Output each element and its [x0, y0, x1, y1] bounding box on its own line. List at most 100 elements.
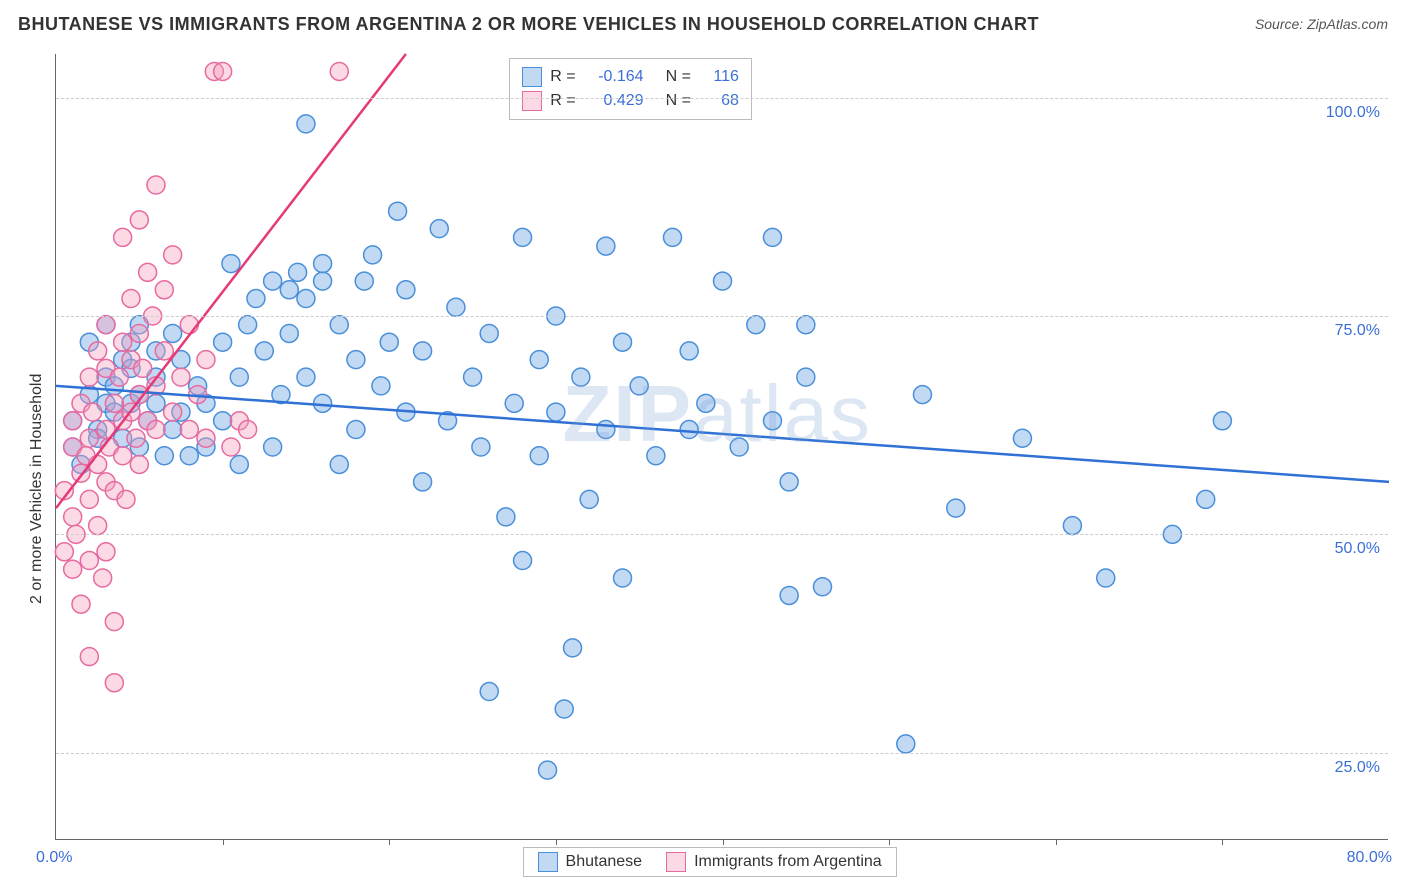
data-point — [230, 455, 248, 473]
data-point — [147, 421, 165, 439]
data-point — [813, 578, 831, 596]
data-point — [72, 595, 90, 613]
data-point — [464, 368, 482, 386]
data-point — [897, 735, 915, 753]
data-point — [114, 447, 132, 465]
data-point — [539, 761, 557, 779]
data-point — [164, 421, 182, 439]
data-point — [372, 377, 390, 395]
stats-legend-row: R = 0.429 N = 68 — [522, 89, 739, 113]
data-point — [80, 552, 98, 570]
data-point — [197, 429, 215, 447]
x-tick — [723, 839, 724, 845]
data-point — [214, 412, 232, 430]
chart-plot-area: ZIPatlas R =-0.164N =116R =0.429N =68 Bh… — [55, 54, 1388, 840]
data-point — [239, 421, 257, 439]
y-tick-label: 100.0% — [1326, 104, 1380, 122]
source-name: ZipAtlas.com — [1307, 16, 1388, 32]
y-tick-label: 50.0% — [1335, 540, 1380, 558]
data-point — [555, 700, 573, 718]
data-point — [397, 281, 415, 299]
n-value: 68 — [699, 92, 739, 110]
data-point — [1013, 429, 1031, 447]
scatter-plot-svg — [56, 54, 1389, 840]
data-point — [497, 508, 515, 526]
data-point — [614, 569, 632, 587]
data-point — [164, 324, 182, 342]
data-point — [1063, 517, 1081, 535]
x-tick — [556, 839, 557, 845]
data-point — [472, 438, 490, 456]
data-point — [239, 316, 257, 334]
data-point — [380, 333, 398, 351]
r-label: R = — [550, 68, 575, 86]
data-point — [289, 263, 307, 281]
data-point — [180, 447, 198, 465]
legend-swatch — [522, 67, 542, 87]
data-point — [680, 421, 698, 439]
data-point — [297, 368, 315, 386]
correlation-stats-legend: R =-0.164N =116R =0.429N =68 — [509, 58, 752, 120]
data-point — [763, 228, 781, 246]
gridline — [56, 98, 1388, 99]
source-prefix: Source: — [1255, 16, 1307, 32]
data-point — [97, 316, 115, 334]
data-point — [255, 342, 273, 360]
chart-header: BHUTANESE VS IMMIGRANTS FROM ARGENTINA 2… — [0, 0, 1406, 48]
series-legend: BhutaneseImmigrants from Argentina — [523, 847, 897, 877]
data-point — [247, 290, 265, 308]
n-label: N = — [666, 68, 691, 86]
data-point — [230, 368, 248, 386]
gridline — [56, 534, 1388, 535]
r-value: 0.429 — [584, 92, 644, 110]
x-tick — [1222, 839, 1223, 845]
data-point — [564, 639, 582, 657]
data-point — [130, 211, 148, 229]
data-point — [614, 333, 632, 351]
data-point — [64, 412, 82, 430]
data-point — [280, 324, 298, 342]
data-point — [480, 683, 498, 701]
data-point — [597, 421, 615, 439]
data-point — [347, 421, 365, 439]
n-label: N = — [666, 92, 691, 110]
data-point — [214, 62, 232, 80]
data-point — [355, 272, 373, 290]
data-point — [64, 560, 82, 578]
x-tick — [389, 839, 390, 845]
data-point — [80, 490, 98, 508]
x-axis-max-label: 80.0% — [1347, 849, 1392, 867]
data-point — [155, 447, 173, 465]
data-point — [947, 499, 965, 517]
data-point — [664, 228, 682, 246]
data-point — [89, 342, 107, 360]
data-point — [714, 272, 732, 290]
chart-source: Source: ZipAtlas.com — [1255, 16, 1388, 32]
data-point — [114, 228, 132, 246]
data-point — [105, 613, 123, 631]
data-point — [147, 176, 165, 194]
data-point — [330, 62, 348, 80]
data-point — [514, 228, 532, 246]
data-point — [114, 333, 132, 351]
data-point — [110, 368, 128, 386]
data-point — [139, 263, 157, 281]
x-axis-min-label: 0.0% — [36, 849, 72, 867]
legend-swatch — [666, 852, 686, 872]
x-tick — [223, 839, 224, 845]
data-point — [314, 272, 332, 290]
data-point — [913, 386, 931, 404]
data-point — [130, 324, 148, 342]
stats-legend-row: R =-0.164N =116 — [522, 65, 739, 89]
data-point — [155, 342, 173, 360]
y-tick-label: 75.0% — [1335, 322, 1380, 340]
data-point — [264, 438, 282, 456]
data-point — [414, 473, 432, 491]
r-label: R = — [550, 92, 575, 110]
data-point — [105, 674, 123, 692]
data-point — [580, 490, 598, 508]
data-point — [64, 508, 82, 526]
data-point — [389, 202, 407, 220]
data-point — [364, 246, 382, 264]
data-point — [1197, 490, 1215, 508]
